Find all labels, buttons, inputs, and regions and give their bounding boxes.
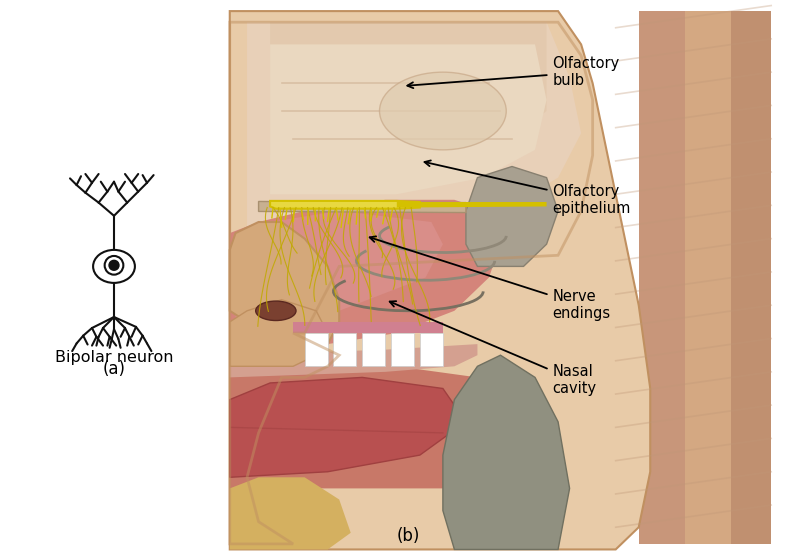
- Polygon shape: [270, 44, 546, 194]
- Ellipse shape: [379, 72, 506, 150]
- Polygon shape: [230, 300, 328, 366]
- Polygon shape: [638, 11, 685, 544]
- Polygon shape: [235, 211, 443, 333]
- Polygon shape: [362, 333, 386, 366]
- Polygon shape: [270, 22, 546, 155]
- Polygon shape: [270, 201, 420, 209]
- Text: Nerve
endings: Nerve endings: [370, 236, 610, 321]
- Text: Olfactory
bulb: Olfactory bulb: [407, 56, 619, 88]
- Text: (b): (b): [397, 527, 420, 544]
- Circle shape: [110, 261, 118, 270]
- Polygon shape: [230, 344, 478, 377]
- Polygon shape: [293, 322, 443, 333]
- Polygon shape: [230, 377, 466, 477]
- Polygon shape: [334, 333, 357, 366]
- Polygon shape: [397, 202, 546, 208]
- Polygon shape: [305, 333, 328, 366]
- Polygon shape: [443, 355, 570, 549]
- Polygon shape: [466, 166, 558, 266]
- Text: (a): (a): [102, 360, 126, 378]
- Polygon shape: [258, 201, 466, 213]
- Text: Olfactory
epithelium: Olfactory epithelium: [425, 160, 630, 216]
- Polygon shape: [230, 222, 339, 355]
- Polygon shape: [731, 11, 771, 544]
- Polygon shape: [247, 22, 581, 233]
- Polygon shape: [420, 333, 443, 366]
- Polygon shape: [224, 0, 800, 555]
- Text: Bipolar neuron: Bipolar neuron: [54, 350, 174, 365]
- Polygon shape: [230, 11, 650, 549]
- Polygon shape: [685, 11, 731, 544]
- Polygon shape: [230, 477, 350, 549]
- Polygon shape: [230, 200, 501, 366]
- Polygon shape: [270, 204, 466, 212]
- Ellipse shape: [93, 250, 135, 283]
- Ellipse shape: [256, 301, 296, 321]
- Polygon shape: [391, 333, 414, 366]
- Polygon shape: [230, 366, 523, 488]
- Text: Nasal
cavity: Nasal cavity: [390, 301, 597, 396]
- Circle shape: [105, 256, 123, 275]
